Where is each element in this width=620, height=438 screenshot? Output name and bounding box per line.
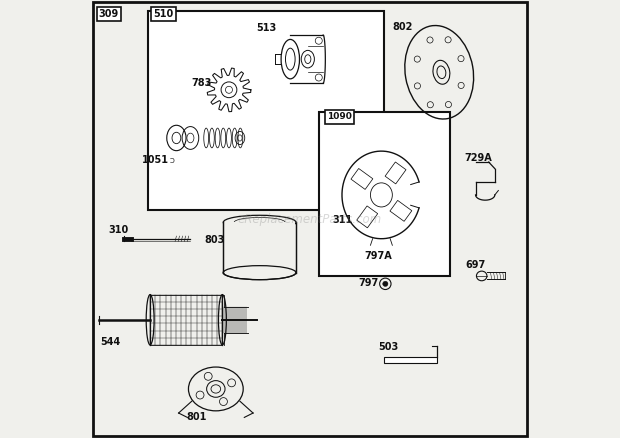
Text: 697: 697 [465, 260, 485, 270]
Bar [319, 112, 450, 276]
Text: 503: 503 [379, 343, 399, 352]
Text: 783: 783 [191, 78, 211, 88]
Text: 510: 510 [153, 9, 174, 19]
Text: 729A: 729A [464, 153, 492, 162]
Text: 1090: 1090 [327, 112, 352, 121]
Text: 797A: 797A [364, 251, 392, 261]
Text: 801: 801 [187, 412, 207, 422]
Text: 544: 544 [100, 337, 121, 346]
Text: 797: 797 [358, 278, 379, 288]
Bar [97, 7, 121, 21]
Text: 513: 513 [256, 24, 277, 33]
Circle shape [383, 281, 388, 286]
Text: 1051: 1051 [143, 155, 169, 165]
Text: 310: 310 [108, 226, 129, 235]
Text: 311: 311 [333, 215, 353, 225]
Bar [384, 357, 437, 364]
Text: 803: 803 [205, 235, 224, 245]
Bar [224, 223, 295, 272]
Bar [326, 110, 354, 124]
Text: Ɔ: Ɔ [170, 158, 174, 164]
Text: 802: 802 [392, 22, 413, 32]
Text: 309: 309 [99, 9, 119, 19]
Bar [148, 11, 384, 210]
Bar [151, 7, 175, 21]
Text: eReplacementParts.com: eReplacementParts.com [238, 212, 382, 226]
